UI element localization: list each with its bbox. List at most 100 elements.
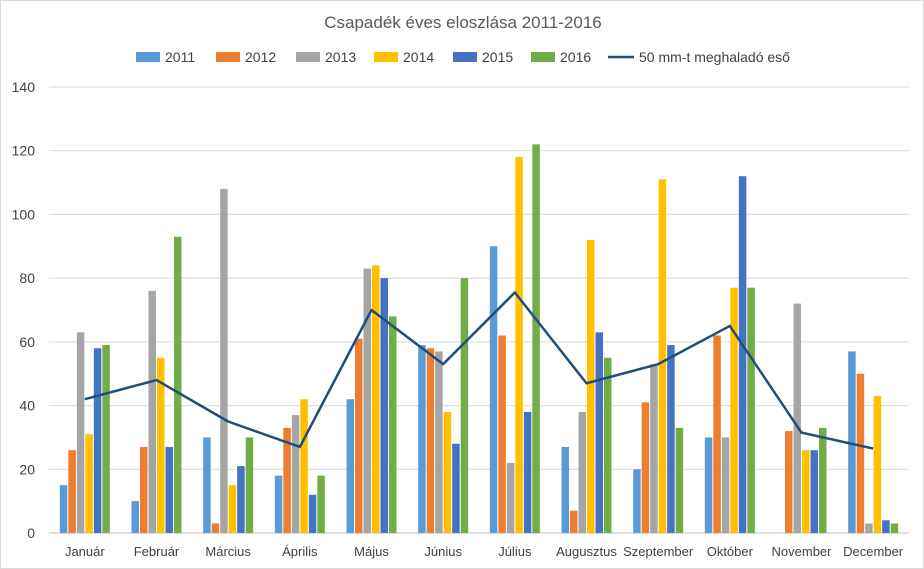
y-tick-label: 80 <box>19 270 35 286</box>
x-tick-label: Június <box>424 544 462 559</box>
line-series-group <box>84 291 874 450</box>
bar-2015 <box>380 278 388 533</box>
bar-2016 <box>747 287 755 533</box>
bar-2014 <box>730 287 738 533</box>
bar-2015 <box>882 520 890 533</box>
bar-2015 <box>308 494 317 533</box>
bar-2014 <box>157 357 165 533</box>
bar-2013 <box>650 364 658 533</box>
bar-2011 <box>418 345 426 533</box>
bar-2014 <box>873 396 882 533</box>
bar-series-group <box>59 144 899 534</box>
y-tick-label: 0 <box>27 525 35 541</box>
legend-label: 50 mm-t meghaladó eső <box>639 49 790 65</box>
bar-2011 <box>848 351 856 533</box>
bar-2015 <box>523 411 532 533</box>
bar-2016 <box>819 427 827 533</box>
bar-2013 <box>865 523 873 533</box>
bar-2016 <box>890 523 899 533</box>
bar-2015 <box>452 443 460 533</box>
bar-2013 <box>148 290 156 533</box>
bar-2016 <box>532 144 540 534</box>
bar-2016 <box>675 427 684 533</box>
x-tick-label: Április <box>282 544 318 559</box>
bar-2012 <box>498 335 506 533</box>
bar-2015 <box>237 466 245 533</box>
bar-2012 <box>570 510 578 533</box>
y-tick-label: 40 <box>19 398 35 414</box>
bar-2013 <box>363 268 371 533</box>
bar-2012 <box>355 338 363 533</box>
bar-2013 <box>793 303 801 533</box>
bar-2014 <box>443 411 452 533</box>
bar-2014 <box>85 434 93 533</box>
legend-swatch <box>453 52 477 62</box>
legend-swatch <box>296 52 320 62</box>
legend-label: 2014 <box>403 49 434 65</box>
legend-label: 2015 <box>482 49 513 65</box>
y-tick-label: 140 <box>12 79 36 95</box>
x-tick-label: Január <box>65 544 105 559</box>
chart-legend: 2011 2012 2013 2014 2015 2016 50 mm-t meghalad… <box>136 49 790 65</box>
bar-2014 <box>515 157 523 534</box>
bar-2016 <box>389 316 397 533</box>
x-tick-label: Február <box>134 544 180 559</box>
y-tick-label: 60 <box>19 334 35 350</box>
bar-2016 <box>102 345 110 533</box>
bar-2013 <box>76 332 85 533</box>
bar-2011 <box>274 475 283 533</box>
bar-2016 <box>460 278 469 533</box>
bar-2013 <box>291 415 300 533</box>
legend-swatch <box>374 52 398 62</box>
bar-2012 <box>140 446 148 533</box>
bar-2013 <box>506 462 515 533</box>
bar-2011 <box>704 437 713 533</box>
bar-2011 <box>633 469 641 533</box>
bar-2014 <box>372 265 380 533</box>
bar-2015 <box>810 450 818 533</box>
y-tick-label: 20 <box>19 461 35 477</box>
bar-2012 <box>641 402 650 533</box>
y-tick-label: 120 <box>12 143 36 159</box>
bar-2013 <box>578 411 586 533</box>
gridlines <box>49 86 909 534</box>
bar-2012 <box>68 450 76 533</box>
y-tick-label: 100 <box>12 206 36 222</box>
bar-2015 <box>667 345 675 533</box>
x-tick-label: Július <box>498 544 532 559</box>
bar-2011 <box>489 246 498 534</box>
bar-2013 <box>721 437 730 533</box>
bar-2012 <box>211 523 220 533</box>
x-tick-label: Szeptember <box>623 544 694 559</box>
x-tick-label: November <box>772 544 833 559</box>
bar-2016 <box>317 475 325 533</box>
bar-2015 <box>165 446 173 533</box>
bar-2016 <box>604 357 612 533</box>
bar-2011 <box>59 485 68 533</box>
legend-label: 2013 <box>325 49 356 65</box>
x-tick-label: Augusztus <box>556 544 617 559</box>
bar-2012 <box>426 348 435 533</box>
x-tick-label: Március <box>205 544 251 559</box>
x-tick-label: Május <box>354 544 389 559</box>
bar-2015 <box>595 332 603 533</box>
line-50mm <box>84 291 874 450</box>
bar-2014 <box>300 399 308 533</box>
bar-2012 <box>713 335 721 533</box>
bar-2012 <box>856 373 865 533</box>
bar-2014 <box>228 485 237 533</box>
bar-2015 <box>738 176 747 533</box>
legend-swatch <box>136 52 160 62</box>
legend-label: 2012 <box>245 49 276 65</box>
legend-swatch <box>216 52 240 62</box>
chart-title: Csapadék éves eloszlása 2011-2016 <box>324 13 602 32</box>
bar-2012 <box>785 431 793 533</box>
bar-2015 <box>93 348 102 533</box>
legend-swatch <box>531 52 555 62</box>
bar-2014 <box>587 239 595 533</box>
bar-2011 <box>346 399 354 533</box>
bar-2014 <box>658 179 667 533</box>
legend-label: 2011 <box>165 49 195 65</box>
